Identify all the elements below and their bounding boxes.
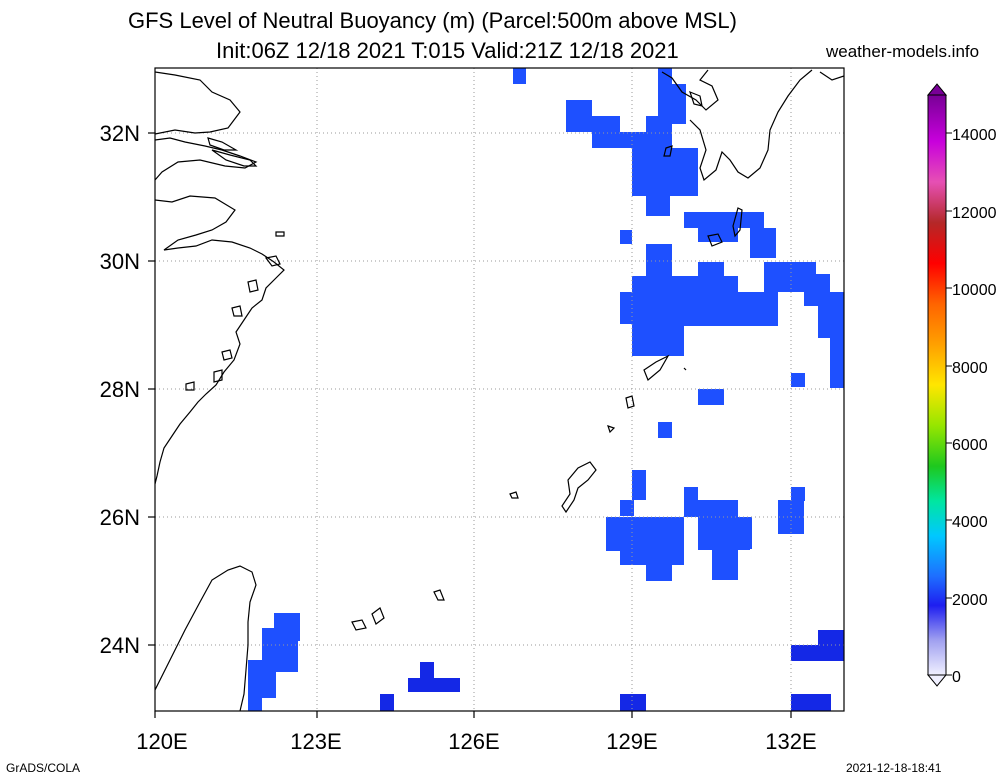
field-cell	[620, 551, 684, 565]
field-cell	[818, 630, 844, 646]
field-cell	[658, 422, 672, 438]
field-cell	[646, 116, 672, 148]
neutral-buoyancy-field	[248, 68, 844, 711]
map-title: GFS Level of Neutral Buoyancy (m) (Parce…	[128, 8, 737, 33]
field-cell	[658, 68, 672, 116]
field-cell	[632, 276, 738, 326]
field-cell	[818, 292, 844, 338]
field-cell	[698, 534, 750, 550]
lon-label-126e: 126E	[448, 729, 499, 754]
lon-label-129e: 129E	[606, 729, 657, 754]
field-cell	[248, 698, 262, 711]
colorbar-ramp	[927, 94, 947, 676]
colorbar-label-0: 0	[952, 669, 961, 686]
coastlines	[155, 69, 844, 711]
field-cell	[620, 132, 646, 148]
colorbar-label-6000: 6000	[952, 437, 988, 454]
footer-timestamp: 2021-12-18-18:41	[846, 761, 942, 775]
field-cell	[672, 84, 686, 124]
field-cell	[698, 389, 724, 405]
lon-label-123e: 123E	[290, 729, 341, 754]
longitude-labels: 120E 123E 126E 129E 132E	[136, 729, 816, 754]
field-cell	[632, 470, 646, 500]
field-cell	[791, 645, 844, 661]
field-cell	[566, 100, 592, 132]
field-cell	[684, 487, 698, 517]
field-cell	[646, 565, 672, 581]
field-cell	[750, 228, 776, 258]
lat-label-26n: 26N	[100, 505, 140, 530]
field-cell	[632, 326, 684, 356]
lat-label-24n: 24N	[100, 633, 140, 658]
map-subtitle: Init:06Z 12/18 2021 T:015 Valid:21Z 12/1…	[216, 38, 679, 63]
lat-label-30n: 30N	[100, 249, 140, 274]
colorbar-max-arrow	[926, 83, 948, 96]
field-cell	[620, 292, 632, 324]
colorbar-min-arrow	[926, 674, 948, 687]
axis-ticks	[148, 132, 792, 718]
field-cell	[684, 148, 698, 196]
field-cell	[408, 678, 460, 692]
field-cell	[606, 517, 684, 551]
field-cell	[738, 292, 778, 326]
field-cell	[420, 662, 434, 678]
field-cell	[791, 487, 805, 501]
field-cell	[248, 660, 276, 698]
field-cell	[646, 244, 672, 280]
lat-label-32n: 32N	[100, 121, 140, 146]
field-cell	[513, 68, 526, 84]
field-cell	[620, 694, 646, 711]
field-cell	[646, 196, 670, 216]
lat-label-28n: 28N	[100, 377, 140, 402]
field-cell	[830, 338, 844, 388]
field-cell	[738, 517, 752, 549]
field-cell	[698, 262, 724, 278]
latitude-labels: 32N 30N 28N 26N 24N	[100, 121, 140, 658]
field-cell	[380, 694, 394, 711]
footer-software: GrADS/COLA	[6, 761, 81, 775]
colorbar-label-4000: 4000	[952, 514, 988, 531]
field-cell	[620, 230, 632, 244]
colorbar-label-12000: 12000	[952, 205, 997, 222]
colorbar-label-8000: 8000	[952, 360, 988, 377]
field-cell	[791, 373, 805, 387]
colorbar-label-14000: 14000	[952, 127, 997, 144]
field-cell	[592, 116, 620, 148]
lon-label-120e: 120E	[136, 729, 187, 754]
field-cell	[712, 550, 738, 580]
website-label: weather-models.info	[826, 42, 980, 61]
grid-lines	[155, 68, 844, 711]
field-cell	[791, 694, 831, 711]
colorbar-label-10000: 10000	[952, 282, 997, 299]
field-cell	[684, 212, 764, 228]
colorbar-label-2000: 2000	[952, 592, 988, 609]
lon-label-132e: 132E	[765, 729, 816, 754]
colorbar: 0 2000 4000 6000 8000 10000 12000 14000	[926, 83, 997, 687]
field-cell	[620, 500, 634, 516]
field-cell	[632, 148, 684, 196]
